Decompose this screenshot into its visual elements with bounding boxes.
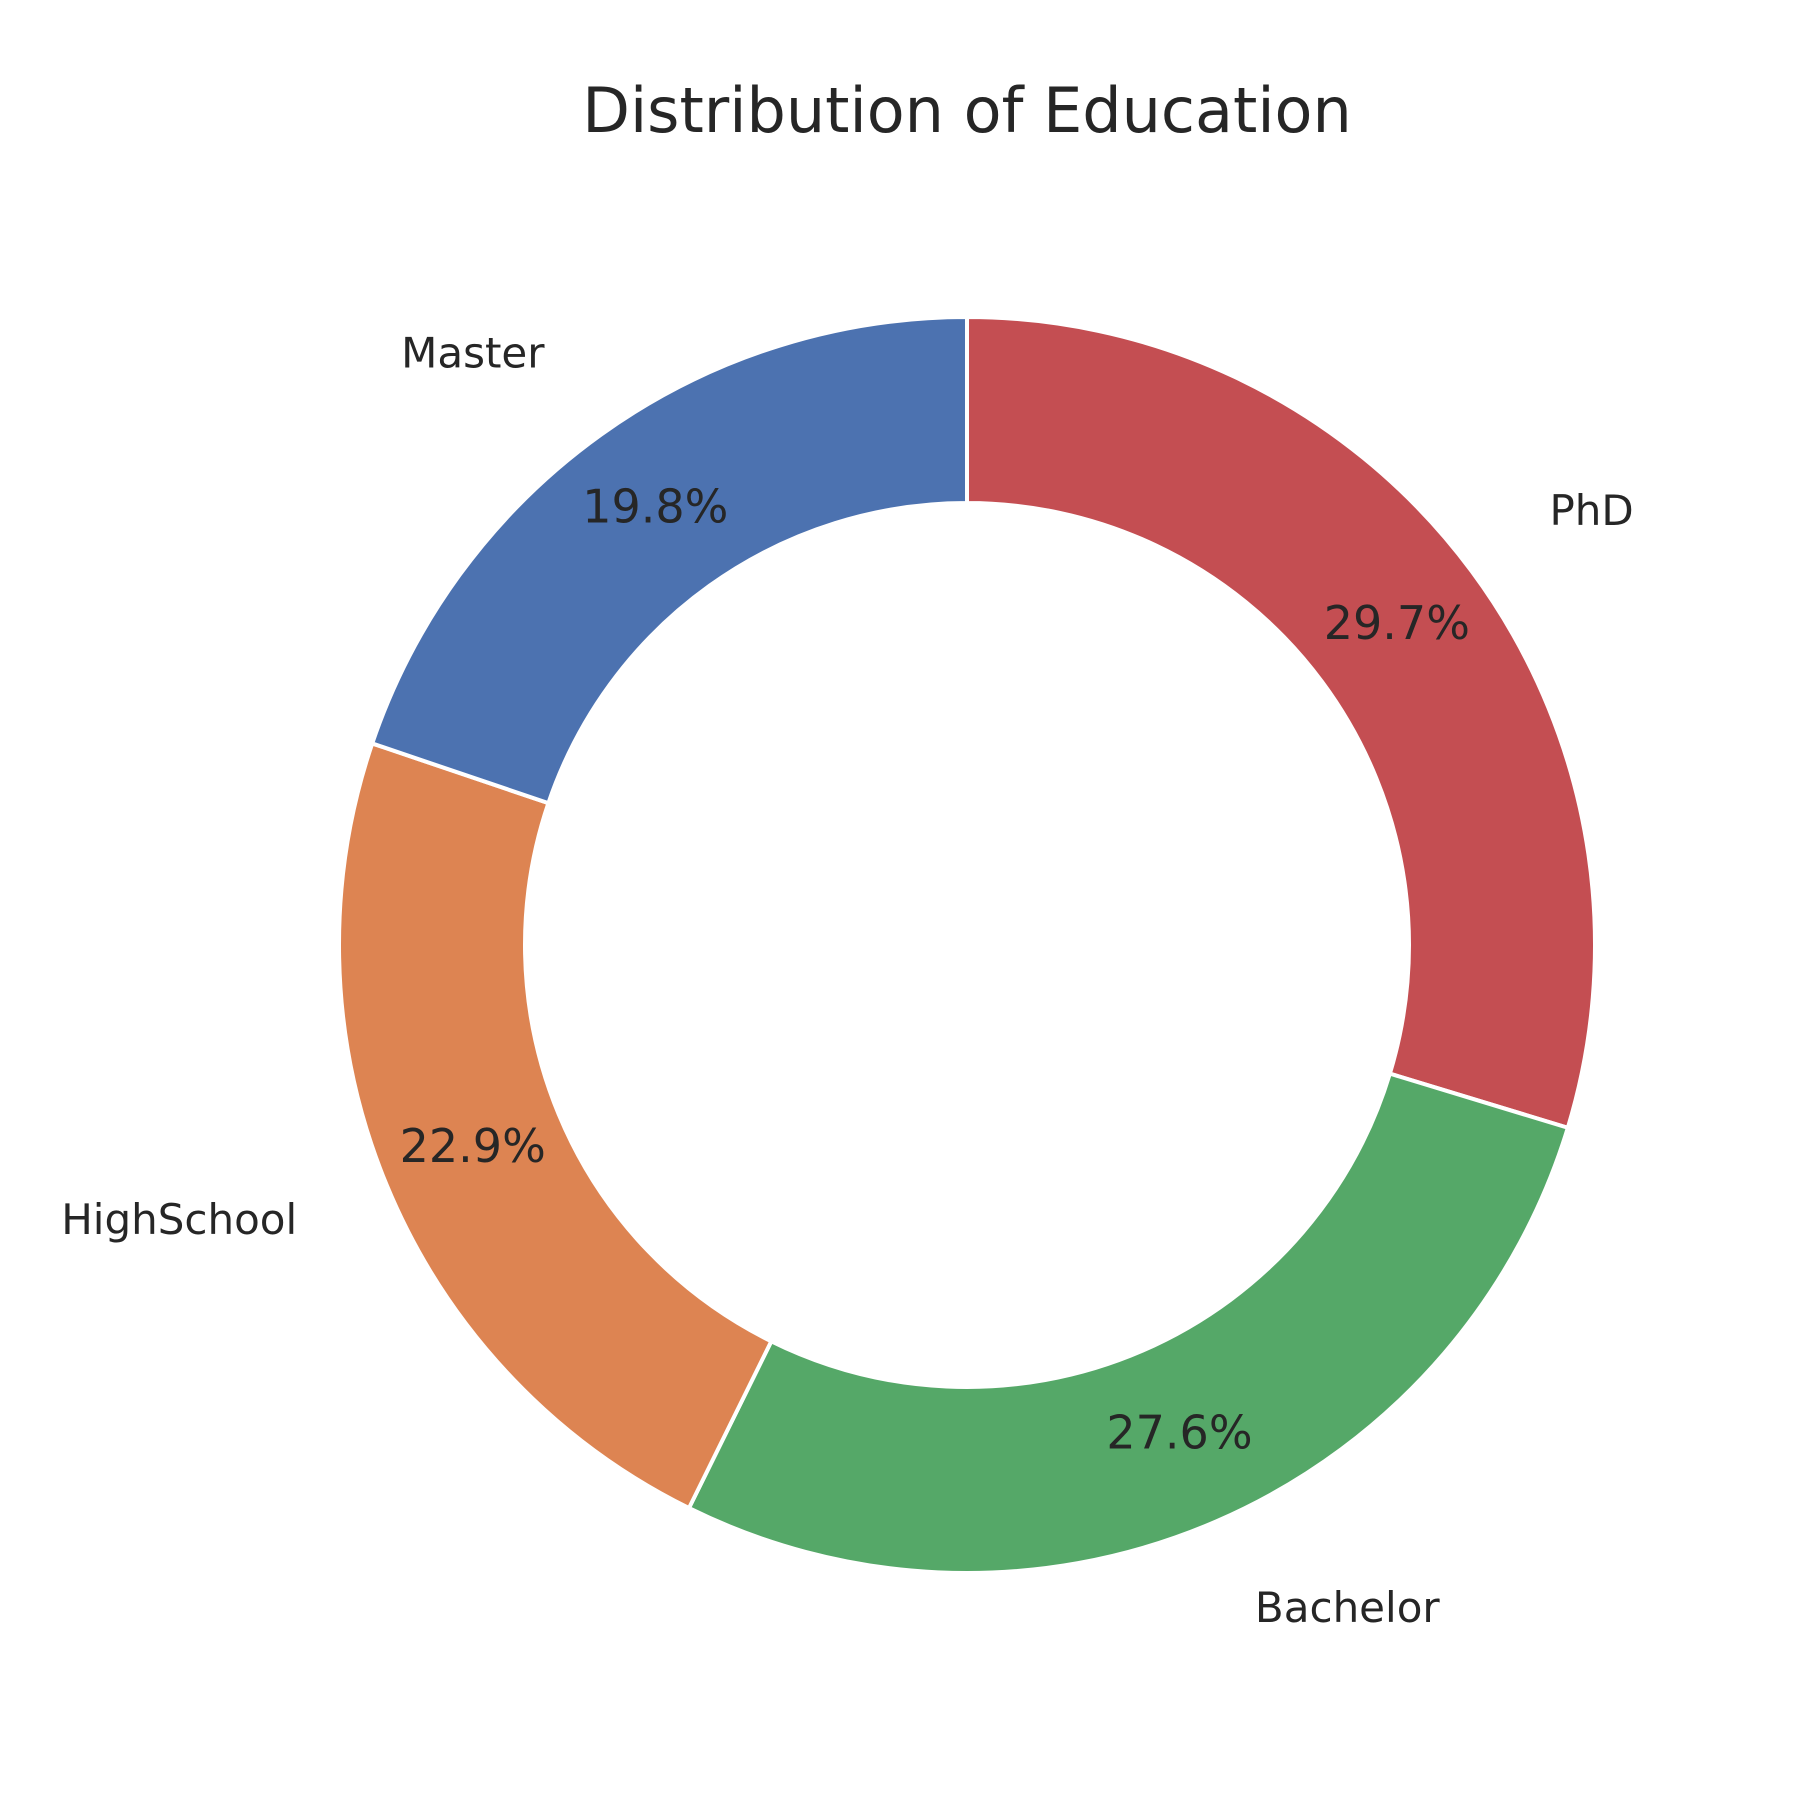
slice-labels: PhD 29.7% Bachelor 27.6% HighSchool 22.9% Mast… (61, 328, 1634, 1632)
slice-master (369, 314, 969, 806)
label-phd: PhD (1549, 486, 1633, 535)
label-master: Master (401, 328, 545, 377)
label-highschool: HighSchool (61, 1195, 297, 1244)
percent-bachelor: 27.6% (1106, 1405, 1252, 1459)
chart-title: Distribution of Education (582, 74, 1352, 147)
slice-highschool (337, 740, 774, 1511)
slice-phd (965, 314, 1598, 1131)
donut-slices (337, 314, 1598, 1576)
percent-highschool: 22.9% (400, 1119, 546, 1173)
percent-phd: 29.7% (1324, 596, 1470, 650)
slice-bachelor (686, 1071, 1571, 1576)
label-bachelor: Bachelor (1255, 1583, 1440, 1632)
percent-master: 19.8% (582, 480, 728, 534)
